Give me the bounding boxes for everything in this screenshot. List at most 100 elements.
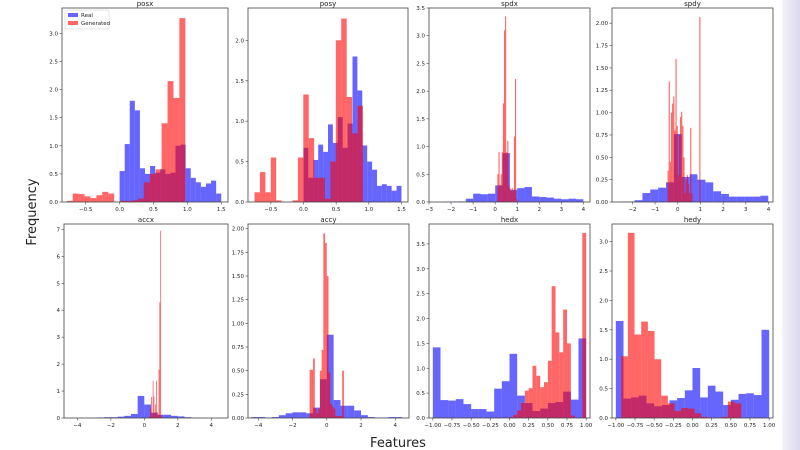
y-tick-label: 3.5: [416, 6, 425, 12]
y-tick-label: 2.0: [416, 89, 425, 95]
hist-bar-real: [494, 388, 502, 418]
hist-bar-real: [634, 200, 643, 202]
x-tick-label: −4: [73, 423, 82, 429]
hist-bar-real: [258, 417, 266, 418]
hist-bar-real: [184, 417, 192, 418]
hist-bar-generated: [654, 359, 662, 418]
y-tick-label: 1.25: [596, 88, 609, 94]
hist-bar-real: [570, 399, 579, 418]
hist-bar-generated: [152, 380, 154, 418]
x-tick-label: −0.25: [482, 423, 499, 429]
hist-bar-generated: [314, 177, 320, 202]
hist-bar-generated: [276, 200, 282, 202]
hist-bar-real: [139, 168, 145, 202]
x-tick-label: −2: [628, 207, 636, 213]
x-tick-label: 1.00: [580, 423, 593, 429]
hist-bar-generated: [551, 286, 556, 418]
plot-area: [612, 8, 773, 202]
hist-bar-real: [465, 198, 474, 202]
y-tick-label: 0.0: [416, 200, 425, 206]
y-tick-label: 2.5: [599, 269, 608, 275]
y-tick-label: 1.5: [49, 116, 58, 122]
hist-bar-generated: [131, 200, 138, 202]
hist-bar-generated: [143, 182, 150, 202]
hist-bar-real: [463, 404, 472, 418]
hist-bar-real: [205, 183, 212, 202]
y-tick-label: 1.75: [596, 44, 609, 50]
hist-bar-generated: [90, 198, 97, 202]
hist-bar-real: [372, 169, 377, 202]
hist-bar-generated: [153, 396, 155, 418]
hist-bar-generated: [265, 192, 271, 202]
hist-bar-generated: [727, 401, 735, 418]
x-tick-label: 1.0: [364, 207, 373, 213]
hist-bar-real: [517, 188, 525, 202]
hist-bar-real: [376, 185, 382, 202]
y-tick-label: 2.5: [416, 292, 425, 298]
hist-bar-generated: [96, 195, 103, 202]
hist-bar-real: [352, 56, 358, 202]
hist-bar-generated: [503, 30, 506, 202]
y-tick-label: 0.50: [596, 155, 609, 161]
hist-bar-real: [190, 177, 196, 202]
hist-bar-generated: [335, 40, 342, 203]
x-tick-label: 3: [560, 207, 564, 213]
hist-bar-real: [386, 185, 392, 202]
hist-bar-generated: [501, 152, 503, 202]
hist-bar-generated: [149, 173, 156, 202]
hist-bar-real: [110, 417, 118, 418]
hist-bar-generated: [102, 191, 109, 202]
y-tick-label: 0.5: [416, 391, 425, 397]
y-tick-label: 0.5: [235, 160, 244, 166]
hist-bar-real: [553, 198, 562, 202]
x-tick-label: −2: [107, 423, 115, 429]
hist-bar-generated: [66, 200, 73, 202]
axes-frame: [61, 7, 229, 203]
hist-bar-real: [361, 415, 368, 418]
y-tick-label: 1.0: [416, 145, 425, 151]
hist-bar-generated: [160, 230, 162, 418]
hist-bar-real: [715, 391, 724, 418]
hist-bar-generated: [524, 390, 529, 418]
hist-bar-real: [124, 144, 130, 202]
hist-bar-real: [568, 198, 576, 202]
hist-bar-generated: [570, 415, 575, 418]
hist-bar-generated: [634, 334, 642, 418]
hist-bar-generated: [681, 408, 688, 418]
hist-bar-generated: [335, 416, 338, 418]
hist-bar-generated: [72, 193, 79, 202]
x-tick-label: −1.00: [424, 423, 441, 429]
subplot-title: hedx: [501, 216, 518, 224]
x-tick-label: 0.00: [503, 423, 516, 429]
hist-bar-generated: [308, 138, 315, 202]
hist-bar-generated: [505, 16, 507, 202]
legend-label: Real: [81, 13, 93, 19]
hist-bar-real: [124, 415, 131, 418]
hist-bar-generated: [324, 198, 331, 202]
hist-bar-generated: [326, 276, 329, 418]
y-tick-label: 3: [57, 335, 61, 341]
x-tick-label: −0.5: [264, 207, 278, 213]
hist-bar-generated: [683, 157, 685, 202]
hist-bar-real: [752, 196, 761, 202]
hist-bar-generated: [667, 403, 675, 418]
hist-bar-real: [650, 189, 659, 202]
y-tick-label: 3.0: [49, 31, 58, 37]
hist-bar-generated: [157, 415, 159, 418]
hist-bar-generated: [563, 309, 567, 418]
y-tick-label: 2.0: [599, 298, 608, 304]
hist-bar-real: [700, 397, 708, 418]
hist-bar-real: [478, 409, 487, 418]
hist-bar-generated: [84, 196, 91, 202]
hist-bar-generated: [674, 410, 682, 418]
hist-bar-real: [705, 182, 714, 202]
hist-bar-generated: [325, 242, 327, 418]
x-tick-label: 0.00: [686, 423, 699, 429]
x-tick-label: −3: [425, 207, 434, 213]
x-tick-label: 0: [325, 423, 329, 429]
hist-bar-real: [323, 151, 328, 202]
x-tick-label: 4: [394, 423, 398, 429]
x-tick-label: 4: [582, 207, 586, 213]
y-tick-label: 2.0: [416, 317, 425, 323]
